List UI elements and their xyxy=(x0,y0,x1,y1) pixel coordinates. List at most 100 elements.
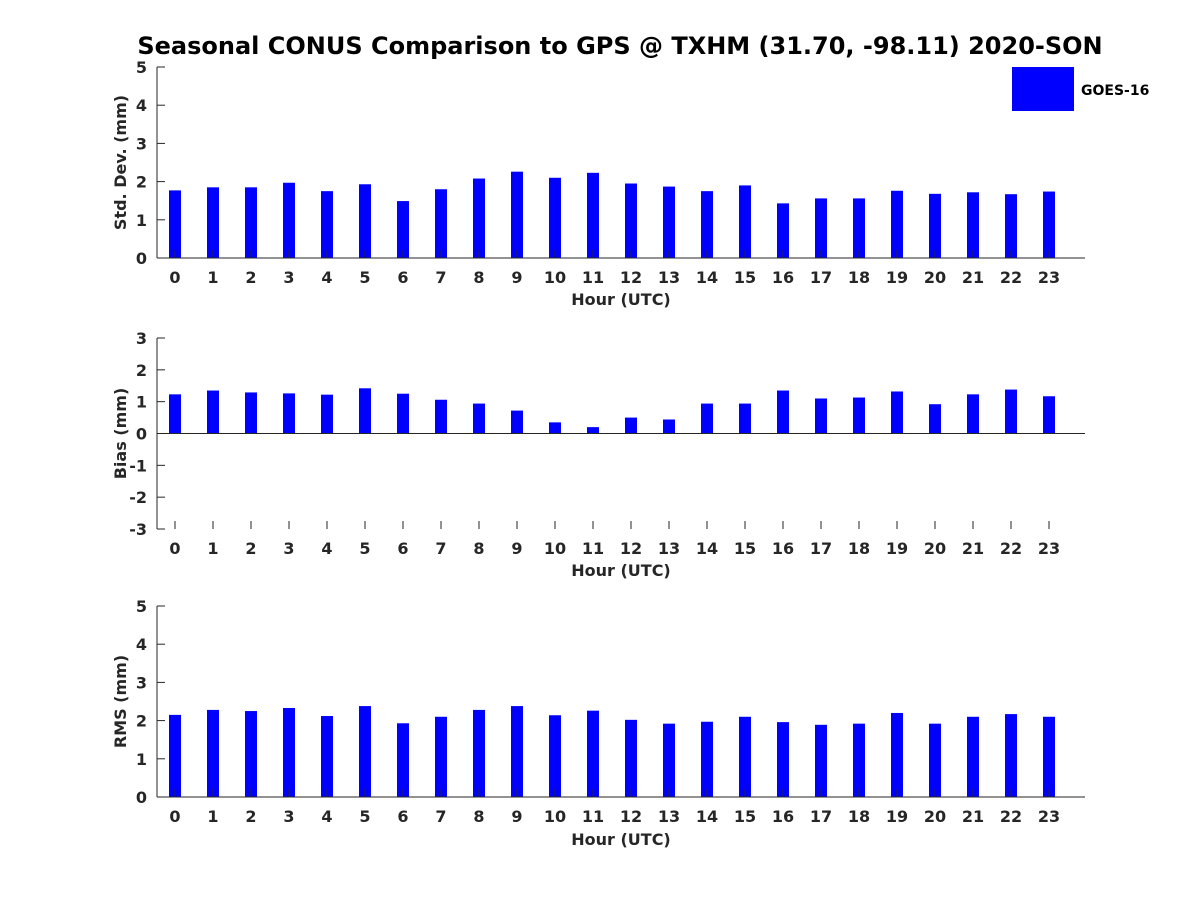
bar-23 xyxy=(1043,396,1055,434)
y-tick-label: -3 xyxy=(129,520,147,539)
bar-23 xyxy=(1043,716,1055,797)
bar-22 xyxy=(1005,714,1017,797)
bar-8 xyxy=(473,178,485,258)
y-tick-label: -2 xyxy=(129,488,147,507)
x-tick-label: 14 xyxy=(696,268,718,287)
y-tick-label: 0 xyxy=(136,788,147,807)
x-tick-label: 2 xyxy=(245,807,256,826)
x-tick-label: 9 xyxy=(511,807,522,826)
x-tick-label: 23 xyxy=(1038,539,1060,558)
x-tick-label: 3 xyxy=(283,807,294,826)
bar-7 xyxy=(435,716,447,797)
bar-20 xyxy=(929,193,941,258)
bar-13 xyxy=(663,419,675,434)
x-tick-label: 15 xyxy=(734,807,756,826)
x-tick-label: 16 xyxy=(772,539,794,558)
x-tick-label: 15 xyxy=(734,268,756,287)
bar-18 xyxy=(853,397,865,434)
bar-12 xyxy=(625,719,637,797)
bar-10 xyxy=(549,422,561,434)
bar-9 xyxy=(511,706,523,797)
bar-5 xyxy=(359,184,371,258)
x-tick-label: 8 xyxy=(473,807,484,826)
x-tick-label: 13 xyxy=(658,807,680,826)
x-tick-label: 22 xyxy=(1000,268,1022,287)
x-tick-label: 6 xyxy=(397,268,408,287)
bar-21 xyxy=(967,394,979,434)
x-tick-label: 21 xyxy=(962,268,984,287)
legend: GOES-16 xyxy=(1012,67,1149,111)
bar-7 xyxy=(435,399,447,434)
y-tick-label: 1 xyxy=(136,393,147,412)
x-tick-label: 20 xyxy=(924,539,946,558)
x-tick-label: 19 xyxy=(886,268,908,287)
y-tick-label: 2 xyxy=(136,361,147,380)
y-tick-label: 2 xyxy=(136,173,147,192)
x-tick-label: 23 xyxy=(1038,807,1060,826)
bar-13 xyxy=(663,723,675,797)
x-tick-label: 4 xyxy=(321,807,332,826)
x-tick-label: 17 xyxy=(810,268,832,287)
bar-4 xyxy=(321,716,333,797)
y-tick-label: 1 xyxy=(136,211,147,230)
bar-0 xyxy=(169,190,181,258)
y-tick-label: 2 xyxy=(136,712,147,731)
x-tick-label: 23 xyxy=(1038,268,1060,287)
x-tick-label: 17 xyxy=(810,807,832,826)
x-tick-label: 9 xyxy=(511,268,522,287)
bar-19 xyxy=(891,712,903,797)
x-tick-label: 2 xyxy=(245,268,256,287)
x-tick-label: 12 xyxy=(620,539,642,558)
x-tick-label: 5 xyxy=(359,807,370,826)
bar-0 xyxy=(169,394,181,434)
bar-17 xyxy=(815,724,827,797)
bar-10 xyxy=(549,715,561,797)
chart-title: Seasonal CONUS Comparison to GPS @ TXHM … xyxy=(137,32,1102,60)
bar-20 xyxy=(929,723,941,797)
bar-21 xyxy=(967,192,979,258)
x-axis-label: Hour (UTC) xyxy=(571,561,671,580)
x-tick-label: 8 xyxy=(473,539,484,558)
x-tick-label: 7 xyxy=(435,539,446,558)
x-tick-label: 10 xyxy=(544,268,566,287)
bar-19 xyxy=(891,391,903,434)
bar-16 xyxy=(777,203,789,258)
x-tick-label: 1 xyxy=(207,539,218,558)
y-tick-label: -1 xyxy=(129,456,147,475)
x-tick-label: 10 xyxy=(544,539,566,558)
x-tick-label: 3 xyxy=(283,268,294,287)
x-tick-label: 0 xyxy=(169,807,180,826)
x-tick-label: 6 xyxy=(397,807,408,826)
x-tick-label: 13 xyxy=(658,268,680,287)
x-tick-label: 1 xyxy=(207,807,218,826)
bar-17 xyxy=(815,198,827,258)
bar-9 xyxy=(511,410,523,434)
bar-15 xyxy=(739,716,751,797)
x-tick-label: 20 xyxy=(924,807,946,826)
x-tick-label: 0 xyxy=(169,539,180,558)
x-tick-label: 19 xyxy=(886,539,908,558)
bar-2 xyxy=(245,187,257,258)
x-tick-label: 21 xyxy=(962,807,984,826)
x-tick-label: 18 xyxy=(848,807,870,826)
x-tick-label: 17 xyxy=(810,539,832,558)
bar-14 xyxy=(701,191,713,258)
y-tick-label: 1 xyxy=(136,750,147,769)
legend-label: GOES-16 xyxy=(1081,83,1149,99)
bar-16 xyxy=(777,390,789,434)
x-tick-label: 8 xyxy=(473,268,484,287)
x-tick-label: 11 xyxy=(582,807,604,826)
bar-23 xyxy=(1043,191,1055,258)
bar-22 xyxy=(1005,389,1017,434)
x-tick-label: 11 xyxy=(582,539,604,558)
y-tick-label: 3 xyxy=(136,134,147,153)
x-tick-label: 5 xyxy=(359,268,370,287)
y-tick-label: 5 xyxy=(136,597,147,616)
bar-6 xyxy=(397,393,409,434)
x-tick-label: 9 xyxy=(511,539,522,558)
x-tick-label: 5 xyxy=(359,539,370,558)
bar-21 xyxy=(967,716,979,797)
